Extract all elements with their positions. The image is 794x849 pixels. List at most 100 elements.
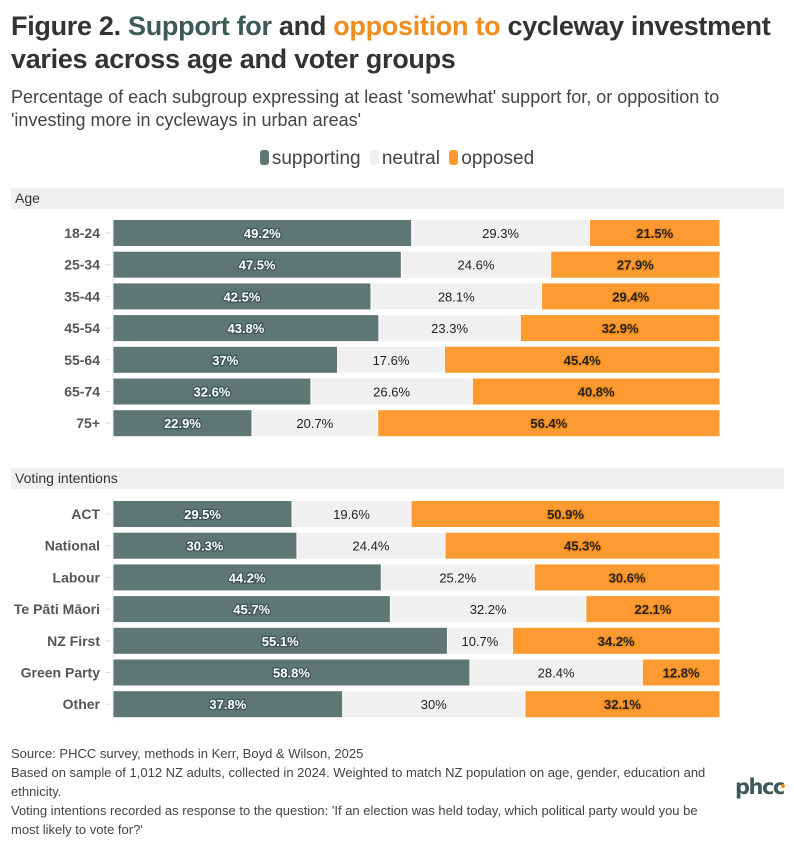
logo-dot [780,784,785,788]
data-label-supporting-75: 22.9% [164,416,201,431]
bar-segment-opposed-nz-first [512,627,720,654]
section-header-bg-age [11,188,784,209]
data-label-opposed-labour: 30.6% [609,570,646,585]
title-prefix: Figure 2. [11,11,129,41]
data-label-supporting-green-party: 58.8% [273,666,310,681]
data-label-supporting-55-64: 37% [212,353,238,368]
data-label-neutral-65-74: 26.6% [373,385,410,400]
category-label-75: 75+ [76,415,100,431]
data-label-opposed-18-24: 21.5% [636,226,673,241]
title-opposition-phrase: opposition to [333,11,501,41]
bar-segment-opposed-other [525,691,720,718]
data-label-supporting-other: 37.8% [209,697,246,712]
bar-segment-supporting-45-54 [113,315,379,342]
data-label-opposed-green-party: 12.8% [663,666,700,681]
bar-segment-opposed-55-64 [444,346,720,373]
category-label-45-54: 45-54 [64,320,100,336]
bar-segment-supporting-55-64 [113,346,338,373]
data-label-opposed-other: 32.1% [604,697,641,712]
bar-segment-opposed-national [445,532,720,559]
bar-segment-neutral-18-24 [412,220,589,246]
stacked-bar-chart: Age 18-24 49.2% 29.3% 21.5% 25-34 47.5% 24.6% 27… [11,188,784,722]
bar-segment-opposed-act [411,501,720,527]
data-label-opposed-55-64: 45.4% [564,353,601,368]
title-middle: and [271,11,334,41]
legend-swatch-opposed [449,150,459,165]
data-label-supporting-65-74: 32.6% [194,385,231,400]
legend-swatch-neutral [369,150,379,165]
logo-text: phcc [735,775,785,799]
bar-segment-opposed-labour [534,564,720,591]
data-label-supporting-25-34: 47.5% [239,258,276,273]
legend-label-supporting: supporting [271,148,361,169]
bar-segment-neutral-nz-first [447,627,512,654]
data-label-neutral-nz-first: 10.7% [461,634,498,649]
bar-segment-opposed-35-44 [542,283,720,310]
bar-segment-supporting-35-44 [113,283,371,310]
category-label-18-24: 18-24 [64,225,100,241]
section-header-voting-intentions: Voting intentions [15,470,118,486]
chart-subtitle: Percentage of each subgroup expressing a… [11,87,720,130]
bar-segment-neutral-act [292,501,411,527]
data-label-neutral-act: 19.6% [333,507,370,522]
bar-segment-opposed-45-54 [520,315,720,342]
bar-segment-neutral-te-p-ti-m-ori [390,596,586,623]
bar-segment-neutral-green-party [470,659,642,686]
data-label-supporting-act: 29.5% [184,507,221,522]
category-label-national: National [45,538,100,554]
chart-title: Figure 2. Support for and opposition to … [11,10,781,76]
source-note: Source: PHCC survey, methods in Kerr, Bo… [11,746,364,761]
data-label-opposed-65-74: 40.8% [578,385,615,400]
data-label-supporting-35-44: 42.5% [224,289,261,304]
bar-segment-supporting-act [113,501,292,527]
category-label-te-p-ti-m-ori: Te Pāti Māori [14,601,100,617]
bar-segment-neutral-national [297,532,445,559]
bar-segment-neutral-35-44 [371,283,542,310]
data-label-opposed-75: 56.4% [530,416,567,431]
category-label-55-64: 55-64 [64,352,100,368]
category-label-green-party: Green Party [21,665,101,681]
data-label-opposed-25-34: 27.9% [617,258,654,273]
legend: supporting neutral opposed [0,148,794,170]
data-label-opposed-35-44: 29.4% [612,289,649,304]
data-label-opposed-national: 45.3% [564,539,601,554]
phcc-logo: phcc [735,775,785,799]
data-label-neutral-55-64: 17.6% [373,353,410,368]
category-label-35-44: 35-44 [64,288,100,304]
legend-item-neutral: neutral [369,148,440,170]
bar-segment-opposed-green-party [642,659,720,686]
data-label-supporting-te-p-ti-m-ori: 45.7% [233,602,270,617]
bar-segment-supporting-nz-first [113,627,447,654]
bar-segment-opposed-18-24 [589,220,720,246]
category-label-other: Other [63,696,101,712]
data-label-neutral-labour: 25.2% [439,570,476,585]
data-label-neutral-national: 24.4% [353,539,390,554]
data-label-neutral-35-44: 28.1% [438,289,475,304]
data-label-neutral-other: 30% [421,697,447,712]
legend-label-neutral: neutral [381,148,440,169]
data-label-neutral-te-p-ti-m-ori: 32.2% [470,602,507,617]
data-label-neutral-75: 20.7% [296,416,333,431]
bar-segment-supporting-green-party [113,659,470,686]
bar-segment-supporting-18-24 [113,220,412,246]
bar-segment-supporting-labour [113,564,381,591]
bar-segment-supporting-te-p-ti-m-ori [113,596,390,623]
data-label-neutral-45-54: 23.3% [431,321,468,336]
bar-segment-neutral-labour [381,564,534,591]
bar-segment-neutral-65-74 [311,378,472,405]
category-label-act: ACT [71,506,100,522]
footer-notes: Source: PHCC survey, methods in Kerr, Bo… [11,744,711,839]
bar-segment-neutral-other [343,691,525,718]
title-support-phrase: Support for [128,11,272,41]
bar-segment-opposed-te-p-ti-m-ori [586,596,720,623]
data-label-supporting-national: 30.3% [187,539,224,554]
data-label-opposed-act: 50.9% [547,507,584,522]
legend-item-opposed: opposed [449,148,534,170]
legend-swatch-supporting [259,150,269,165]
bar-segment-supporting-other [113,691,343,718]
bar-segment-neutral-45-54 [379,315,520,342]
data-label-supporting-18-24: 49.2% [244,226,281,241]
data-label-supporting-45-54: 43.8% [227,321,264,336]
bar-segment-opposed-25-34 [551,251,720,278]
legend-item-supporting: supporting [259,148,361,170]
